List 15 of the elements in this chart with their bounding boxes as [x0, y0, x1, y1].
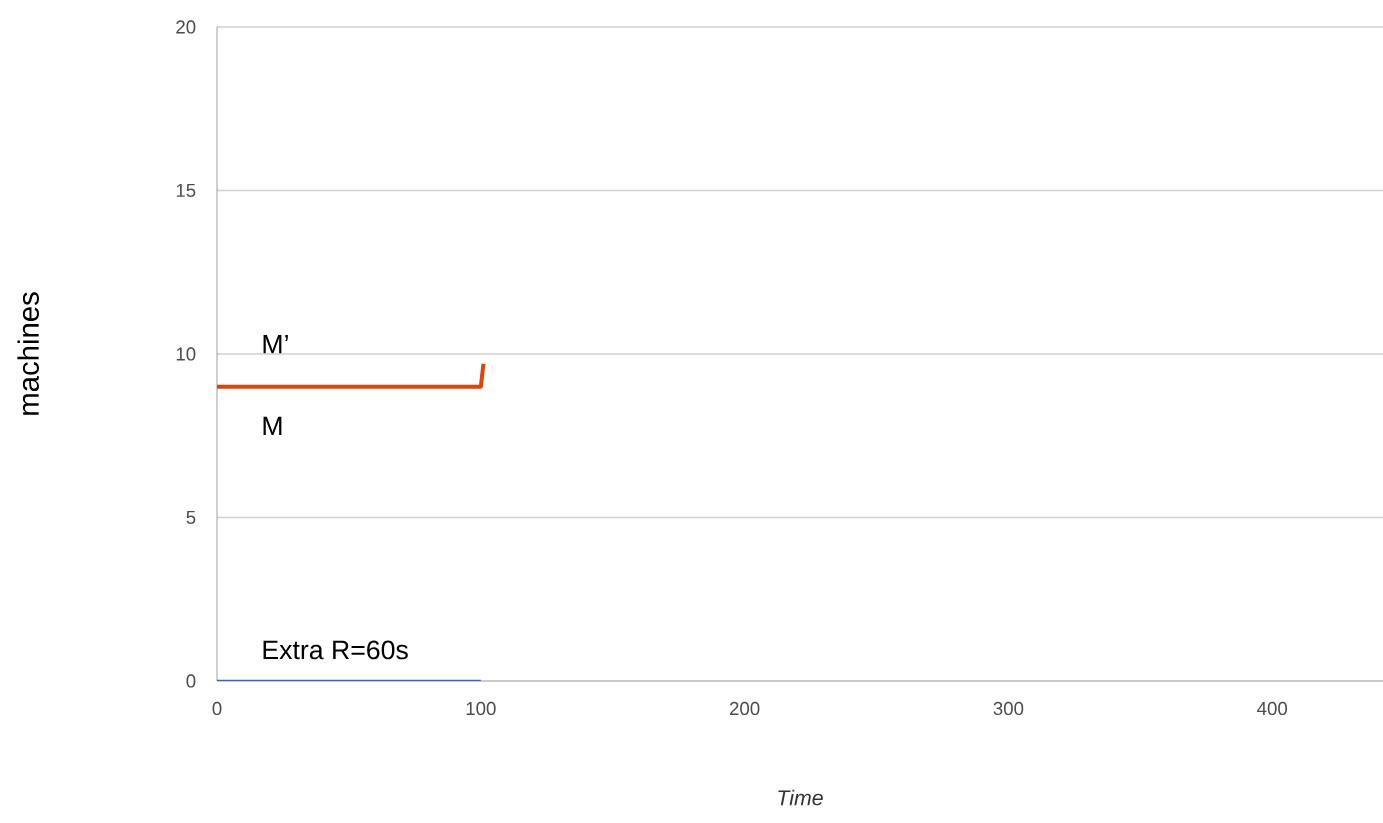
annotation: M	[263, 416, 282, 436]
y-tick-label: 20	[176, 20, 196, 34]
x-tick-label: 200	[729, 701, 760, 716]
y-tick-label: 0	[186, 674, 196, 688]
y-tick-label: 10	[176, 347, 196, 361]
x-tick-label: 0	[212, 701, 222, 716]
annotation: M’	[263, 335, 288, 354]
x-tick-label: 400	[1257, 701, 1288, 716]
y-tick-label: 15	[176, 183, 196, 198]
x-tick-label: 100	[466, 701, 496, 716]
y-tick-label: 5	[186, 510, 196, 524]
y-axis-title: machines	[17, 292, 39, 415]
annotation: Extra R=60s	[263, 640, 408, 660]
x-tick-label: 300	[993, 701, 1024, 716]
x-axis-title: Time	[778, 789, 823, 806]
